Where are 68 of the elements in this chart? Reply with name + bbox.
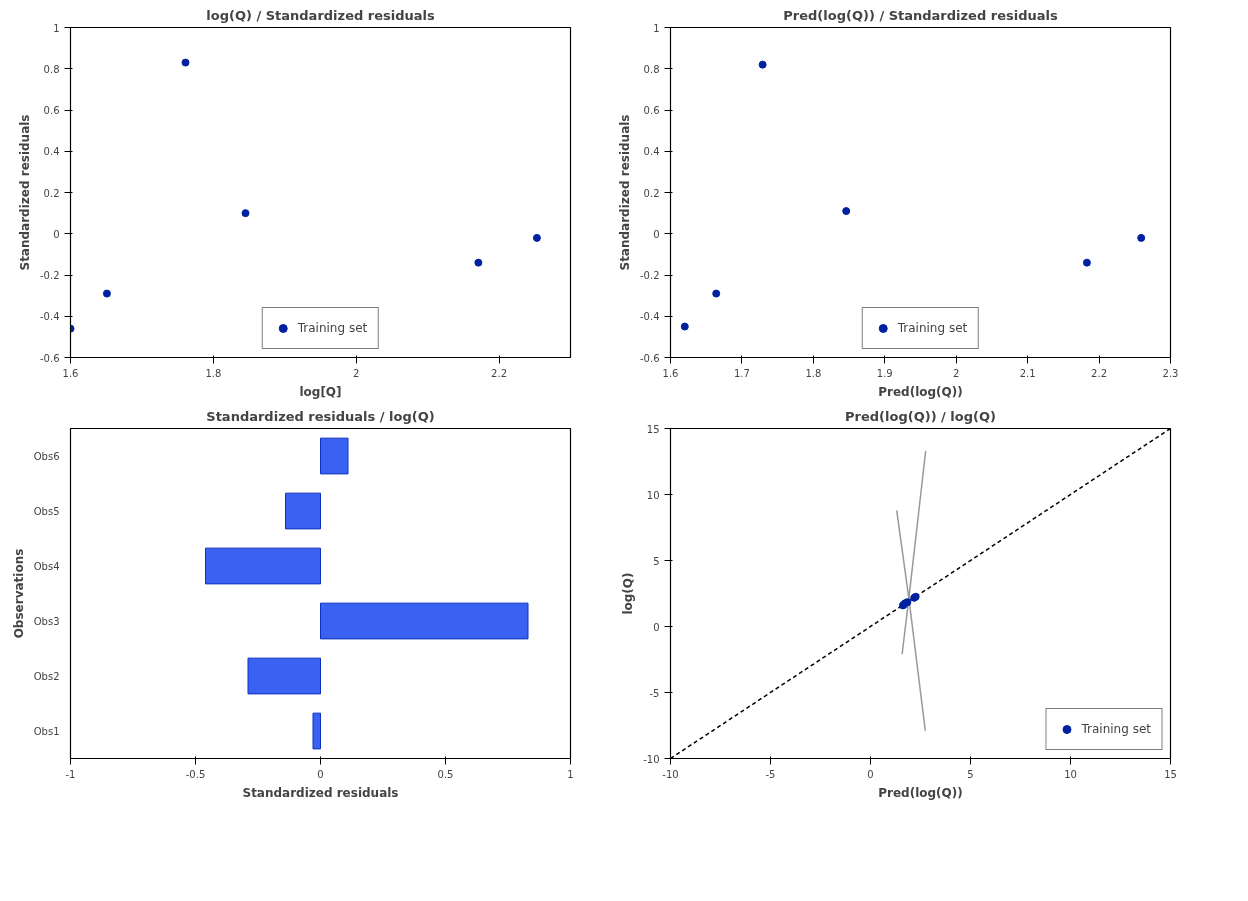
chart-title: log(Q) / Standardized residuals (206, 7, 435, 23)
y-tick-label: 0.2 (43, 187, 60, 199)
x-tick-label: -1 (65, 768, 76, 780)
x-tick-label: -5 (765, 768, 776, 780)
chart-title: Pred(log(Q)) / log(Q) (845, 408, 996, 424)
y-tick-label: Obs4 (33, 560, 60, 572)
y-tick-label: -0.4 (639, 311, 660, 323)
x-axis-title: log[Q] (299, 384, 342, 399)
y-axis-title: log(Q) (621, 572, 636, 615)
y-tick-label: 0 (653, 228, 660, 240)
y-tick-label: 0.6 (43, 105, 60, 116)
y-tick-label: -5 (649, 687, 660, 699)
y-tick-label: 0.4 (43, 146, 60, 158)
x-tick-label: 2 (353, 367, 360, 379)
x-tick-label: 0.5 (437, 768, 454, 780)
x-axis-title: Pred(log(Q)) (878, 785, 963, 800)
x-tick-label: 1 (567, 768, 574, 780)
x-tick-label: 2.2 (491, 367, 508, 379)
y-tick-label: 0 (53, 228, 60, 240)
y-tick-label: Obs2 (33, 670, 60, 682)
y-tick-label: -0.6 (639, 352, 660, 364)
x-tick-label: 10 (1064, 768, 1077, 780)
x-tick-label: 15 (1164, 768, 1177, 780)
x-axis-title: Pred(log(Q)) (878, 384, 963, 399)
x-tick-label: 5 (967, 768, 974, 780)
x-axis-title: Standardized residuals (242, 785, 399, 800)
x-tick-label: 1.6 (62, 367, 79, 379)
legend-label: Training set (297, 321, 368, 335)
y-axis-title: Observations (11, 548, 26, 639)
x-tick-label: 1.7 (733, 367, 750, 379)
y-tick-label: Obs3 (33, 615, 60, 627)
x-tick-label: 0 (317, 768, 324, 780)
y-tick-label: -10 (643, 753, 660, 765)
y-tick-label: Obs1 (33, 725, 60, 737)
y-tick-label: 15 (646, 423, 660, 435)
y-tick-label: 0.4 (643, 146, 660, 158)
y-tick-label: -0.2 (639, 270, 660, 281)
x-tick-label: 1.9 (876, 367, 893, 379)
y-axis-title: Standardized residuals (17, 114, 32, 271)
y-tick-label: 1 (653, 22, 660, 34)
y-tick-label: Obs6 (33, 450, 60, 462)
y-tick-label: -0.2 (39, 270, 60, 281)
chart-title: Standardized residuals / log(Q) (206, 408, 435, 424)
y-tick-label: 1 (53, 22, 60, 34)
x-tick-label: 1.8 (205, 367, 222, 379)
y-tick-label: 0.2 (643, 187, 660, 199)
legend-label: Training set (1081, 722, 1151, 736)
x-tick-label: -10 (662, 768, 679, 780)
x-tick-label: 2 (953, 367, 960, 379)
y-tick-label: 10 (646, 489, 660, 501)
x-tick-label: 1.8 (805, 367, 822, 379)
chart-title: Pred(log(Q)) / Standardized residuals (783, 7, 1058, 23)
x-tick-label: 0 (867, 768, 874, 780)
y-tick-label: 0 (653, 621, 660, 633)
x-tick-label: 2.3 (1162, 367, 1179, 379)
x-tick-label: 2.1 (1019, 367, 1036, 379)
y-tick-label: Obs5 (33, 505, 60, 517)
y-tick-label: 5 (653, 555, 660, 567)
y-tick-label: -0.4 (39, 311, 60, 323)
y-tick-label: 0.8 (643, 63, 660, 75)
y-axis-title: Standardized residuals (617, 114, 632, 271)
y-tick-label: -0.6 (39, 352, 60, 364)
x-tick-label: 1.6 (662, 367, 679, 379)
x-tick-label: 2.2 (1091, 367, 1108, 379)
x-tick-label: -0.5 (185, 768, 206, 780)
y-tick-label: 0.6 (643, 105, 660, 116)
y-tick-label: 0.8 (43, 63, 60, 75)
legend-label: Training set (897, 321, 968, 335)
